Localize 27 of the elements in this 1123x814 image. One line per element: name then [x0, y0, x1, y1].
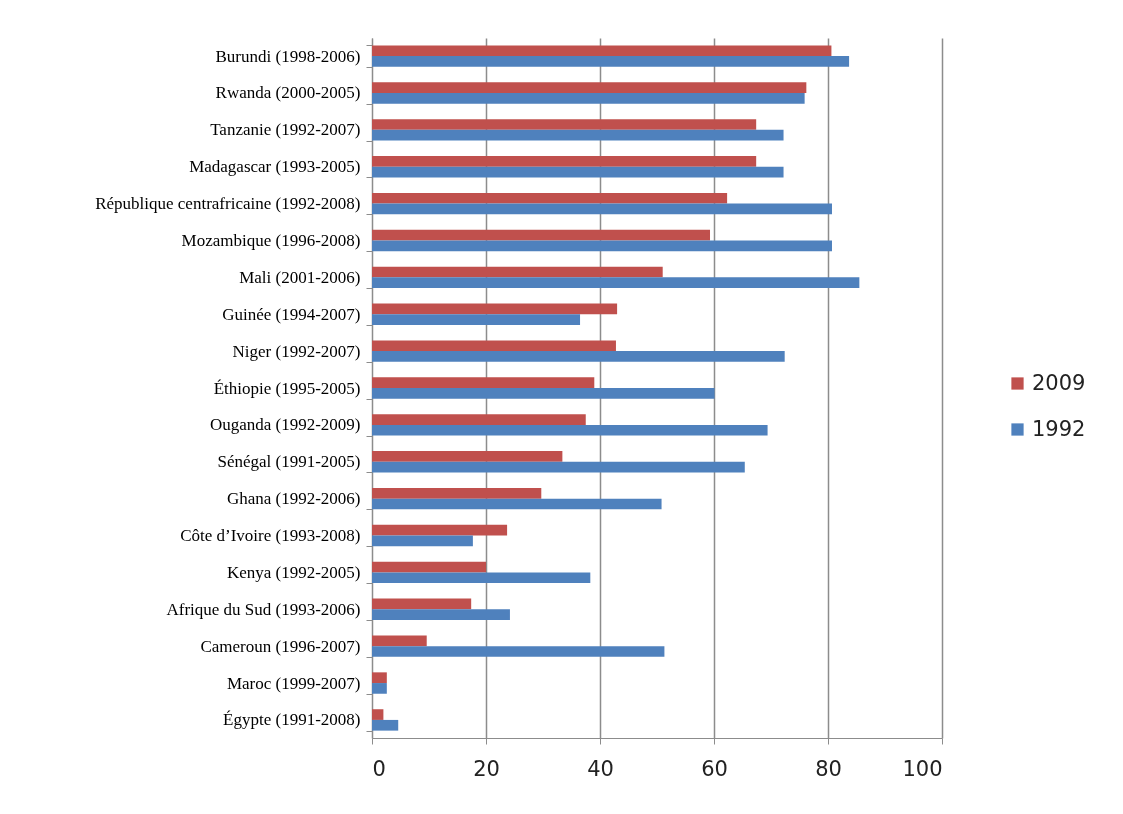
x-tick-label: 20 [473, 756, 500, 781]
y-tick-label: Niger (1992-2007) [232, 341, 361, 361]
y-tick-label: Guinée (1994-2007) [222, 304, 361, 324]
x-tick-label: 40 [587, 756, 614, 781]
y-tick-label: Rwanda (2000-2005) [215, 83, 361, 103]
y-tick-label: Éthiopie (1995-2005) [213, 378, 361, 398]
x-tick-label: 80 [815, 756, 842, 781]
y-tick-label: Ghana (1992-2006) [226, 489, 361, 509]
y-tick-label: Sénégal (1991-2005) [217, 452, 361, 472]
y-tick-label: Cameroun (1996-2007) [200, 636, 361, 656]
y-tick-label: Côte d’Ivoire (1993-2008) [180, 526, 361, 546]
x-tick-label: 0 [372, 756, 386, 781]
x-tick-label: 60 [701, 756, 728, 781]
legend-label: 1992 [1032, 416, 1086, 441]
y-tick-label: Burundi (1998-2006) [215, 46, 361, 66]
y-tick-label: Tanzanie (1992-2007) [210, 120, 361, 140]
y-tick-label: Ouganda (1992-2009) [209, 415, 361, 435]
y-tick-label: Madagascar (1993-2005) [189, 157, 361, 177]
y-tick-label: Afrique du Sud (1993-2006) [166, 599, 361, 619]
x-tick-label: 100 [902, 756, 943, 781]
y-tick-label: Mali (2001-2006) [239, 267, 361, 287]
y-tick-label: République centrafricaine (1992-2008) [95, 194, 361, 214]
y-tick-label: Kenya (1992-2005) [226, 562, 361, 582]
y-tick-label: Maroc (1999-2007) [226, 673, 361, 693]
y-tick-label: Mozambique (1996-2008) [181, 230, 361, 250]
y-tick-label: Égypte (1991-2008) [223, 710, 361, 730]
legend-label: 2009 [1032, 370, 1086, 395]
